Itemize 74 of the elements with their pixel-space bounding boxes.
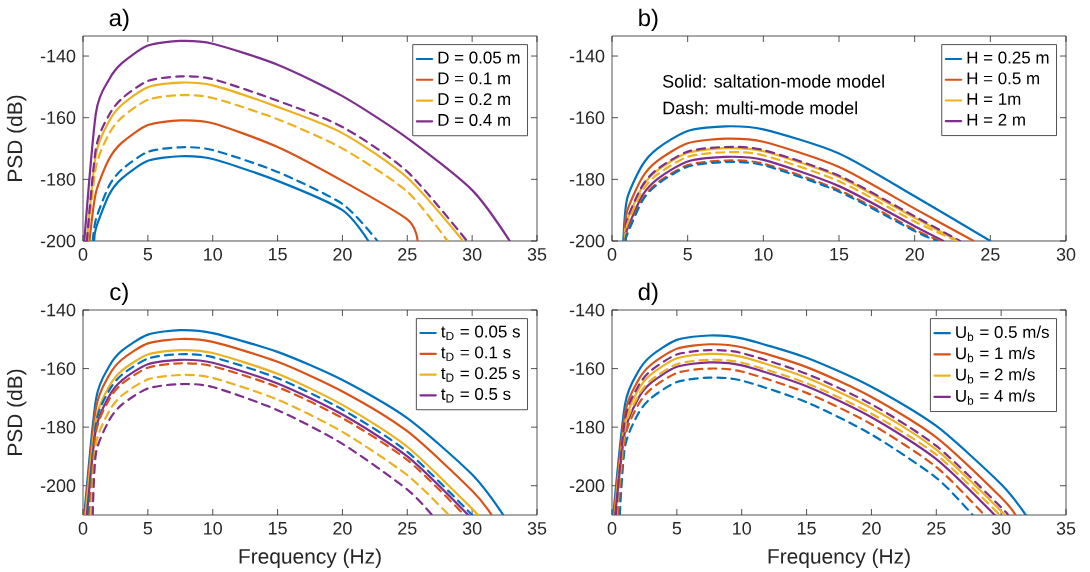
x-tick-label: 30	[991, 522, 1011, 535]
legend-label: t$_{D}$ = 0.5 s	[441, 387, 511, 403]
legend-label: H = 0.5 m	[967, 72, 1039, 85]
y-tick-label: -160	[569, 362, 605, 375]
x-tick-label: 5	[143, 522, 153, 535]
legend-label: U$_{b}$ = 1 m/s	[956, 346, 1035, 363]
x-tick-label: 10	[204, 522, 222, 535]
x-tick-label: 15	[268, 248, 287, 261]
legend-label: D = 0.4 m	[438, 113, 510, 126]
line-series	[88, 119, 419, 241]
x-tick-label: 10	[204, 248, 222, 261]
x-tick-label: 15	[830, 248, 849, 261]
x-tick-label: 5	[683, 248, 692, 261]
legend-label: U$_{b}$ = 0.5 m/s	[956, 325, 1049, 342]
y-tick-label: -200	[40, 479, 76, 493]
x-tick-label: 15	[268, 522, 287, 535]
x-tick-label: 30	[462, 248, 482, 261]
x-tick-label: 20	[905, 248, 924, 261]
y-axis-title: PSD (dB)	[6, 369, 27, 455]
legend-label: U$_{b}$ = 4 m/s	[956, 389, 1035, 405]
chart-title: a)	[109, 8, 129, 31]
legend-label: t$_{D}$ = 0.05 s	[441, 325, 520, 341]
x-tick-label: 25	[981, 248, 1000, 261]
y-tick-label: -160	[40, 111, 76, 125]
x-tick-label: 25	[927, 522, 946, 535]
x-tick-label: 0	[607, 522, 617, 535]
y-tick-label: -160	[40, 362, 76, 375]
x-tick-label: 15	[797, 522, 816, 535]
x-tick-label: 20	[862, 522, 881, 535]
x-tick-label: 25	[398, 522, 417, 535]
y-tick-label: -180	[40, 172, 76, 186]
chart-title: b)	[639, 8, 658, 31]
annotation: Dash: multi-mode model	[663, 101, 857, 115]
x-tick-label: 0	[607, 248, 617, 261]
chart-title: c)	[110, 282, 128, 305]
x-tick-label: 25	[398, 248, 417, 261]
x-tick-label: 10	[733, 522, 751, 535]
y-tick-label: -200	[569, 479, 605, 493]
legend-label: U$_{b}$ = 2 m/s	[956, 368, 1035, 384]
x-tick-label: 0	[78, 248, 88, 261]
x-tick-label: 10	[754, 248, 773, 261]
x-tick-label: 35	[527, 522, 547, 535]
x-axis-title: Frequency (Hz)	[239, 548, 381, 568]
x-tick-label: 20	[333, 248, 352, 261]
x-tick-label: 20	[333, 522, 352, 535]
legend-label: D = 0.05 m	[438, 51, 520, 64]
x-axis-title: Frequency (Hz)	[768, 548, 910, 568]
legend-label: D = 0.1 m	[438, 72, 510, 85]
x-tick-label: 35	[527, 248, 547, 261]
y-tick-label: -200	[40, 234, 76, 248]
x-tick-label: 0	[78, 522, 88, 535]
legend-label: t$_{D}$ = 0.25 s	[441, 367, 520, 382]
chart-title: d)	[638, 282, 658, 305]
y-tick-label: -140	[569, 303, 605, 317]
y-tick-label: -180	[40, 420, 76, 434]
annotation: Solid: saltation-mode model	[662, 74, 884, 88]
y-axis-title: PSD (dB)	[6, 95, 27, 181]
y-tick-label: -180	[569, 172, 605, 186]
y-tick-label: -140	[40, 303, 76, 317]
legend-label: D = 0.2 m	[438, 93, 510, 106]
legend-label: H = 0.25 m	[967, 51, 1049, 64]
x-tick-label: 5	[672, 522, 682, 535]
x-tick-label: 35	[1056, 522, 1076, 535]
legend-label: t$_{D}$ = 0.1 s	[441, 346, 511, 361]
y-tick-label: -140	[569, 49, 605, 63]
legend-label: H = 2 m	[967, 113, 1025, 126]
legend-label: H = 1m	[967, 93, 1021, 105]
y-tick-label: -200	[569, 234, 605, 248]
x-tick-label: 30	[1056, 248, 1076, 261]
y-tick-label: -160	[569, 111, 605, 125]
x-tick-label: 30	[462, 522, 482, 535]
x-tick-label: 5	[143, 248, 153, 261]
y-tick-label: -140	[40, 49, 76, 63]
y-tick-label: -180	[569, 420, 605, 434]
